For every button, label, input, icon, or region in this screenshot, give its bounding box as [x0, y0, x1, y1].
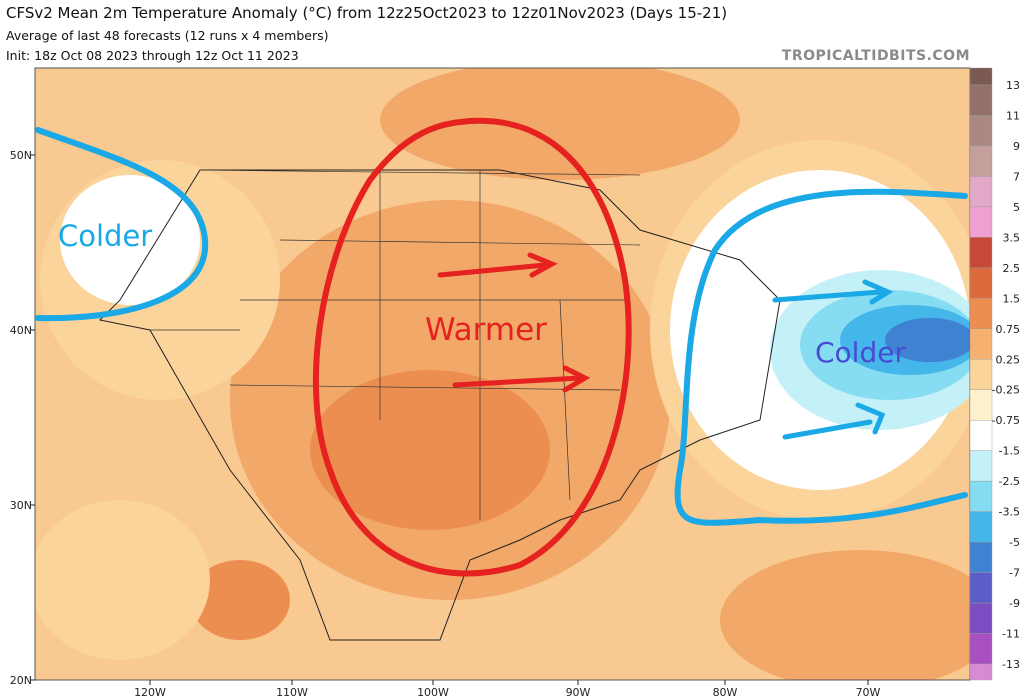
colorbar-swatch [969, 267, 993, 299]
map-title: CFSv2 Mean 2m Temperature Anomaly (°C) f… [6, 4, 728, 22]
lat-label: 30N [10, 499, 32, 512]
lat-label: 20N [10, 674, 32, 687]
colorbar-swatch [969, 206, 993, 238]
colorbar-swatch [969, 420, 993, 451]
colorbar-label: 9 [1013, 140, 1020, 153]
lon-label: 90W [566, 686, 591, 699]
colorbar-label: -13 [1002, 658, 1020, 671]
colorbar-swatch [969, 176, 993, 208]
colorbar-swatch [969, 298, 993, 329]
lat-label: 50N [10, 149, 32, 162]
colorbar-label: 7 [1013, 170, 1020, 183]
credit: TROPICALTIDBITS.COM [781, 48, 970, 64]
annotation-colder-west: Colder [58, 219, 152, 253]
lon-label: 70W [856, 686, 881, 699]
colorbar-swatch [969, 84, 993, 116]
map-field [35, 68, 970, 680]
colorbar-swatch [969, 633, 993, 665]
colorbar-swatch [969, 541, 993, 573]
colorbar-label: 2.5 [1003, 262, 1021, 275]
lon-label: 110W [276, 686, 308, 699]
annotation-warmer: Warmer [425, 312, 547, 348]
colorbar-swatch [969, 115, 993, 147]
lat-label: 40N [10, 324, 32, 337]
colorbar-label: 3.5 [1003, 231, 1021, 244]
colorbar-label: 5 [1013, 201, 1020, 214]
annotations-drawing [35, 117, 968, 577]
colorbar-label: -0.75 [992, 414, 1020, 427]
subtitle: Average of last 48 forecasts (12 runs x … [6, 28, 329, 43]
lon-label: 80W [713, 686, 738, 699]
colorbar-label: -7 [1009, 567, 1020, 580]
colorbar-label: 0.75 [996, 323, 1021, 336]
colorbar-swatch [969, 511, 993, 543]
colorbar-label: -3.5 [999, 506, 1020, 519]
colorbar-swatch [969, 359, 993, 390]
colorbar-swatch [969, 572, 993, 604]
annotation-colder-east: Colder [815, 336, 906, 369]
colorbar-swatch [969, 237, 993, 269]
colorbar-swatch [969, 389, 993, 421]
colorbar-swatch [969, 450, 993, 482]
colorbar-label: -11 [1002, 628, 1020, 641]
colorbar-label: -0.25 [992, 384, 1020, 397]
colorbar-swatch [969, 663, 993, 681]
lon-label: 100W [417, 686, 449, 699]
colorbar-swatch [969, 602, 993, 634]
colorbar-swatch [969, 67, 993, 86]
colorbar-label: 11 [1006, 109, 1020, 122]
colorbar-label: -9 [1009, 597, 1020, 610]
colorbar-swatch [969, 480, 993, 512]
init-text: Init: 18z Oct 08 2023 through 12z Oct 11… [6, 48, 299, 63]
colorbar-label: -2.5 [999, 475, 1020, 488]
colorbar-swatch [969, 328, 993, 360]
lon-label: 120W [134, 686, 166, 699]
colorbar-label: -5 [1009, 536, 1020, 549]
colorbar-label: 1.5 [1003, 292, 1021, 305]
colorbar-label: 13 [1006, 79, 1020, 92]
colorbar-swatch [969, 145, 993, 177]
colorbar-label: 0.25 [996, 353, 1021, 366]
colorbar-label: -1.5 [999, 445, 1020, 458]
